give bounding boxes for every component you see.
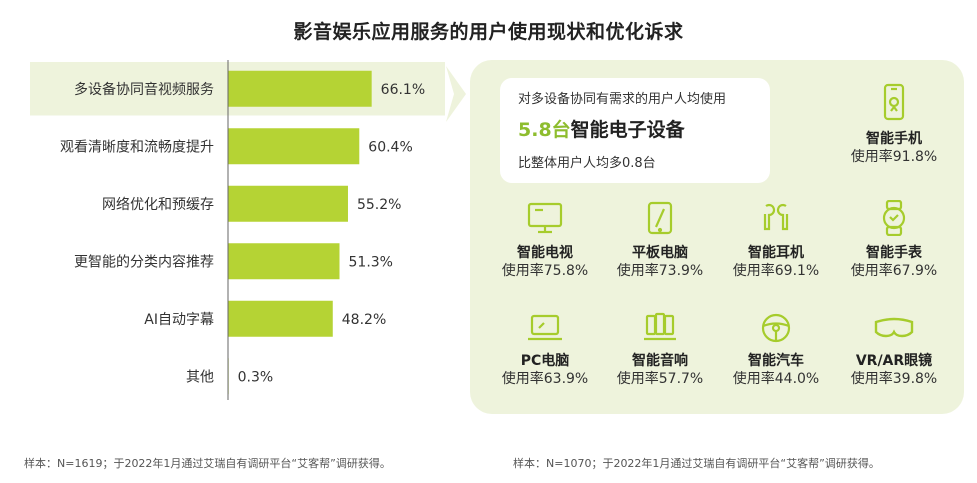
category-label: 多设备协同音视频服务: [74, 81, 214, 98]
callout-headline: 5.8台智能电子设备: [518, 115, 770, 142]
arrow-icon: [446, 66, 466, 122]
device-rate: 使用率57.7%: [616, 371, 704, 387]
device-rate: 使用率39.8%: [850, 371, 938, 387]
left-sample-note: 样本：N=1619；于2022年1月通过艾瑞自有调研平台“艾客帮”调研获得。: [24, 457, 391, 470]
bar: [228, 185, 348, 222]
device-name: 智能汽车: [748, 353, 804, 369]
device-vr: VR/AR眼镜 使用率39.8%: [834, 312, 954, 388]
smartphone-icon: [883, 83, 905, 121]
device-name: 智能耳机: [748, 245, 804, 261]
device-rate: 使用率91.8%: [850, 149, 938, 165]
vr-glasses-icon: [874, 317, 914, 338]
laptop-icon: [528, 314, 562, 341]
device-rate: 使用率67.9%: [850, 263, 938, 279]
category-label: 网络优化和预缓存: [102, 197, 214, 213]
value-label: 51.3%: [349, 254, 393, 270]
speaker-icon: [644, 312, 676, 341]
device-smartphone: 智能手机 使用率91.8%: [834, 82, 954, 166]
bar-chart: 多设备协同音视频服务 66.1% 观看清晰度和流畅度提升 60.4% 网络优化和预缓存 5…: [30, 60, 445, 400]
device-earbuds: 智能耳机 使用率69.1%: [716, 200, 836, 280]
callout-text: 智能电子设备: [570, 119, 685, 141]
device-name: 智能音响: [632, 353, 688, 369]
device-rate: 使用率75.8%: [501, 263, 589, 279]
device-name: PC电脑: [520, 353, 570, 369]
device-watch: 智能手表 使用率67.9%: [834, 200, 954, 280]
device-name: VR/AR眼镜: [855, 353, 933, 369]
bar: [228, 243, 340, 280]
value-label: 60.4%: [368, 139, 412, 155]
earbuds-icon: [763, 203, 789, 231]
device-rate: 使用率69.1%: [732, 263, 820, 279]
device-name: 智能电视: [517, 245, 573, 261]
bar: [228, 70, 372, 107]
device-tv: 智能电视 使用率75.8%: [485, 200, 605, 280]
device-pc: PC电脑 使用率63.9%: [485, 312, 605, 388]
value-label: 0.3%: [238, 369, 274, 385]
device-name: 智能手表: [866, 245, 922, 261]
device-rate: 使用率73.9%: [616, 263, 704, 279]
device-rate: 使用率63.9%: [501, 371, 589, 387]
tablet-icon: [647, 201, 673, 235]
category-label: 观看清晰度和流畅度提升: [60, 139, 214, 155]
device-car: 智能汽车 使用率44.0%: [716, 312, 836, 388]
value-label: 55.2%: [357, 197, 401, 213]
category-label: 其他: [186, 369, 214, 385]
device-speaker: 智能音响 使用率57.7%: [600, 312, 720, 388]
right-sample-note: 样本：N=1070；于2022年1月通过艾瑞自有调研平台“艾客帮”调研获得。: [513, 457, 880, 470]
chart-title: 影音娱乐应用服务的用户使用现状和优化诉求: [293, 21, 684, 43]
bar: [228, 300, 333, 337]
category-label: AI自动字幕: [144, 312, 214, 328]
bar: [228, 128, 360, 165]
callout-number: 5.8台: [518, 119, 571, 141]
callout-box: 对多设备协同有需求的用户人均使用 5.8台智能电子设备 比整体用户人均多0.8台: [500, 78, 770, 183]
watch-icon: [882, 200, 906, 236]
value-label: 66.1%: [381, 82, 425, 98]
tv-icon: [527, 202, 563, 234]
value-label: 48.2%: [342, 312, 386, 328]
category-label: 更智能的分类内容推荐: [74, 253, 214, 270]
steering-wheel-icon: [761, 313, 791, 343]
device-name: 智能手机: [866, 131, 922, 147]
device-rate: 使用率44.0%: [732, 371, 820, 387]
callout-line1: 对多设备协同有需求的用户人均使用: [518, 92, 727, 107]
callout-line3: 比整体用户人均多0.8台: [518, 156, 656, 171]
device-name: 平板电脑: [632, 245, 688, 261]
device-tablet: 平板电脑 使用率73.9%: [600, 200, 720, 280]
